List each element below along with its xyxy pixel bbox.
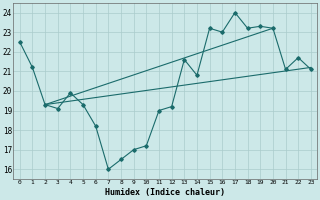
X-axis label: Humidex (Indice chaleur): Humidex (Indice chaleur) [105,188,225,197]
